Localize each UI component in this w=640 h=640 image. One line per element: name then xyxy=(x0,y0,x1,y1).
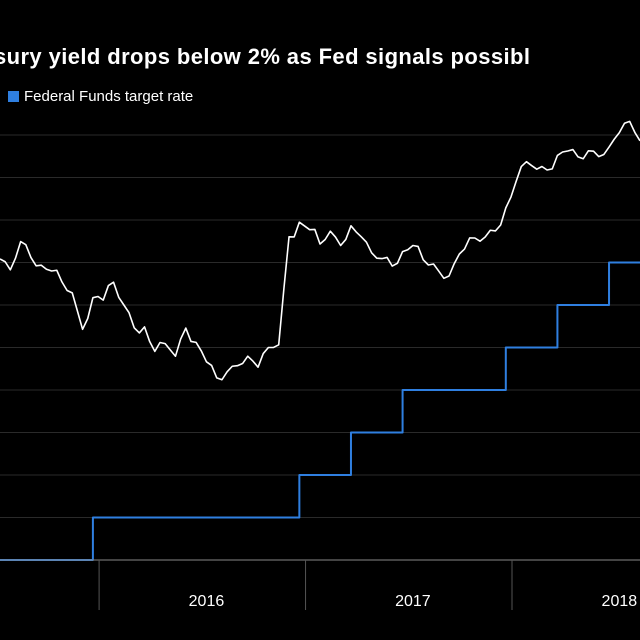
x-tick-label-2018: 2018 xyxy=(602,593,638,610)
chart-title: sury yield drops below 2% as Fed signals… xyxy=(0,44,531,69)
treasury-yield-line xyxy=(0,120,640,381)
x-axis: 2016 2017 2018 xyxy=(0,559,640,610)
series-layer xyxy=(0,120,640,561)
legend: Federal Funds target rate xyxy=(8,88,193,105)
gridlines xyxy=(0,134,640,518)
legend-swatch-fed-funds xyxy=(8,91,19,102)
legend-label-fed-funds: Federal Funds target rate xyxy=(24,88,194,105)
x-tick-label-2016: 2016 xyxy=(189,593,225,610)
x-tick-label-2017: 2017 xyxy=(395,593,431,610)
fed-funds-line xyxy=(0,261,640,561)
